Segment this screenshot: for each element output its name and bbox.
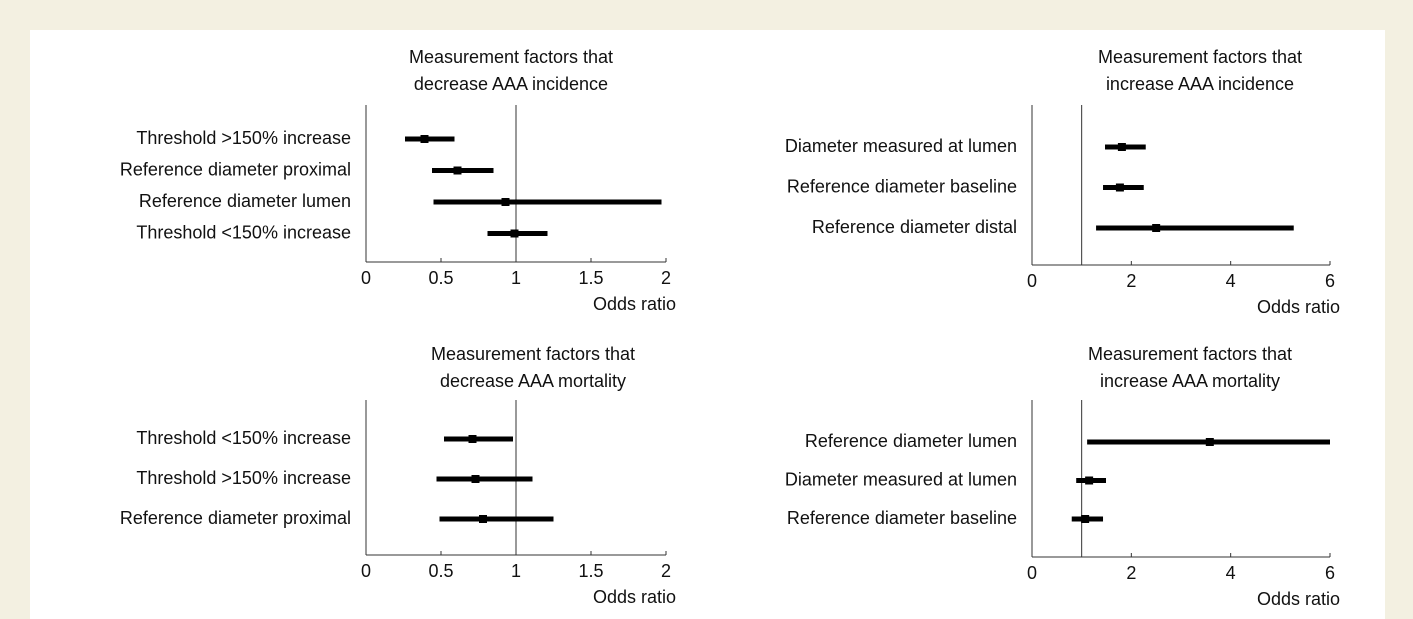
x-tick-label: 2 [1126,563,1136,583]
x-axis-label: Odds ratio [593,587,676,607]
x-axis-label: Odds ratio [593,294,676,314]
x-tick-label: 0 [361,561,371,581]
x-tick-label: 0 [1027,563,1037,583]
point-estimate [1081,515,1090,523]
category-label: Threshold >150% increase [136,468,351,488]
point-estimate [510,229,519,238]
category-label: Threshold <150% increase [136,222,351,242]
category-label: Reference diameter proximal [120,159,351,179]
chart-title: decrease AAA mortality [440,371,626,391]
chart-title: decrease AAA incidence [414,74,608,94]
x-axis-label: Odds ratio [1257,589,1340,609]
chart-title: Measurement factors that [1098,47,1302,67]
chart-title: Measurement factors that [431,344,635,364]
point-estimate [1115,183,1124,192]
point-estimate [1152,224,1161,232]
x-tick-label: 0.5 [428,268,453,288]
panel-background [30,30,1385,619]
point-estimate [479,515,487,523]
category-label: Reference diameter lumen [139,191,351,211]
x-tick-label: 6 [1325,271,1335,291]
chart-title: Measurement factors that [409,47,613,67]
x-axis-label: Odds ratio [1257,297,1340,317]
x-tick-label: 4 [1226,271,1236,291]
category-label: Reference diameter proximal [120,508,351,528]
x-tick-label: 0.5 [428,561,453,581]
x-tick-label: 1.5 [578,561,603,581]
point-estimate [420,135,429,143]
x-tick-label: 2 [1126,271,1136,291]
point-estimate [453,166,462,175]
category-label: Reference diameter baseline [787,508,1017,528]
category-label: Diameter measured at lumen [785,469,1017,489]
x-tick-label: 1 [511,268,521,288]
category-label: Reference diameter baseline [787,176,1017,196]
point-estimate [471,475,480,483]
category-label: Reference diameter distal [812,217,1017,237]
x-tick-label: 0 [361,268,371,288]
x-tick-label: 2 [661,268,671,288]
category-label: Diameter measured at lumen [785,136,1017,156]
category-label: Threshold >150% increase [136,128,351,148]
point-estimate [501,198,510,206]
x-tick-label: 4 [1226,563,1236,583]
x-tick-label: 2 [661,561,671,581]
x-tick-label: 0 [1027,271,1037,291]
point-estimate [1117,143,1126,151]
x-tick-label: 1 [511,561,521,581]
x-tick-label: 1.5 [578,268,603,288]
point-estimate [1085,476,1094,485]
category-label: Threshold <150% increase [136,428,351,448]
category-label: Reference diameter lumen [805,431,1017,451]
point-estimate [1205,438,1214,446]
point-estimate [468,435,477,443]
x-tick-label: 6 [1325,563,1335,583]
chart-title: increase AAA mortality [1100,371,1280,391]
chart-title: increase AAA incidence [1106,74,1294,94]
chart-title: Measurement factors that [1088,344,1292,364]
